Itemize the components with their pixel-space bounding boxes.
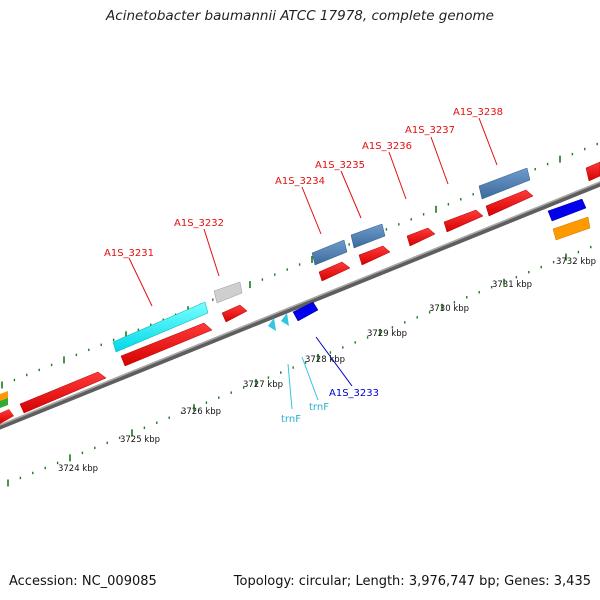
scale-label-3730: 3730 kbp	[429, 304, 469, 314]
label-a1s-3235[interactable]: A1S_3235	[315, 160, 365, 171]
genome-backbone	[0, 178, 600, 431]
gene-red-right[interactable]	[586, 162, 600, 181]
scale-label-3728: 3728 kbp	[305, 355, 345, 365]
scale-label-3731: 3731 kbp	[492, 280, 532, 290]
accession-label: Accession:	[9, 574, 78, 589]
genome-summary: Topology: circular; Length: 3,976,747 bp…	[234, 574, 591, 589]
topology-label: Topology:	[234, 574, 295, 589]
label-a1s-3238[interactable]: A1S_3238	[453, 107, 503, 118]
gene-labels: A1S_3231 A1S_3232 A1S_3234 A1S_3235 A1S_…	[104, 107, 503, 425]
scale-label-3724: 3724 kbp	[58, 464, 98, 474]
scale-label-3726: 3726 kbp	[181, 407, 221, 417]
scale-label-3729: 3729 kbp	[367, 329, 407, 339]
gene-red-3234[interactable]	[319, 262, 350, 281]
gene-red-1[interactable]	[20, 372, 106, 413]
gene-steel-3234[interactable]	[312, 240, 347, 265]
gene-red-3237[interactable]	[444, 210, 483, 232]
gene-features	[0, 162, 600, 424]
length-value: 3,976,747 bp	[409, 574, 496, 589]
genes-value: 3,435	[554, 574, 591, 589]
gene-orange-right[interactable]	[553, 217, 590, 240]
gene-red-3236[interactable]	[407, 228, 435, 246]
label-a1s-3233[interactable]: A1S_3233	[329, 388, 379, 399]
label-trnf-1[interactable]: trnF	[281, 414, 301, 425]
gene-grey-3232[interactable]	[214, 282, 242, 303]
genes-label: Genes:	[504, 574, 549, 589]
accession-info: Accession: NC_009085	[9, 574, 157, 589]
label-a1s-3231[interactable]: A1S_3231	[104, 248, 154, 259]
gene-red-3235[interactable]	[359, 246, 390, 265]
label-trnf-2[interactable]: trnF	[309, 402, 329, 413]
topology-value: circular	[299, 574, 347, 589]
scale-labels: 3724 kbp 3725 kbp 3726 kbp 3727 kbp 3728…	[58, 257, 596, 474]
label-a1s-3236[interactable]: A1S_3236	[362, 141, 412, 152]
label-leader-lines	[129, 118, 497, 409]
length-label: Length:	[355, 574, 404, 589]
scale-label-3727: 3727 kbp	[243, 380, 283, 390]
gene-steel-3235[interactable]	[351, 224, 385, 248]
gene-red-3[interactable]	[222, 305, 247, 322]
accession-value: NC_009085	[82, 574, 157, 589]
scale-label-3732: 3732 kbp	[556, 257, 596, 267]
label-a1s-3234[interactable]: A1S_3234	[275, 176, 325, 187]
label-a1s-3237[interactable]: A1S_3237	[405, 125, 455, 136]
label-a1s-3232[interactable]: A1S_3232	[174, 218, 224, 229]
scale-label-3725: 3725 kbp	[120, 435, 160, 445]
